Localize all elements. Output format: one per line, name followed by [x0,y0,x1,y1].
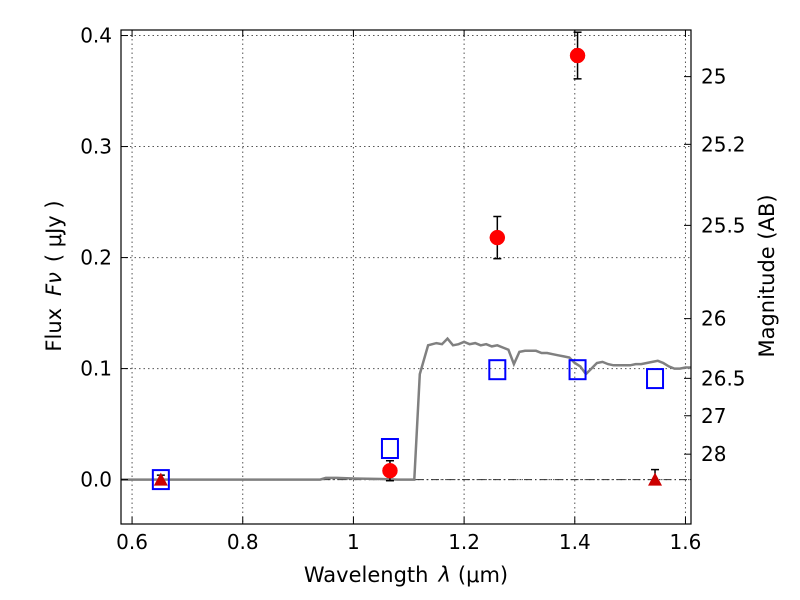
y-tick-label: 0.0 [80,468,112,492]
y-axis-label-prefix: Flux [42,308,66,352]
x-tick-label: 1 [347,530,360,554]
measured-point [382,462,398,479]
upper-limits [153,468,663,486]
right-axis-label: Magnitude (AB) [755,194,779,357]
ticks [121,30,691,524]
plot-frame [120,29,692,525]
template-sed [121,336,691,481]
limit-triangle [648,472,663,486]
template-sed-line [121,336,691,481]
measured-fluxes [382,31,586,482]
y-tick-label: 0.4 [80,24,112,48]
x-tick-label: 1.4 [559,530,591,554]
y-tick-label: 0.2 [80,246,112,270]
model-band-square [380,438,399,460]
model-band-square [151,469,170,491]
tick-labels: 0.6 0.8 1 1.2 1.4 1.6 0.0 0.1 0.2 0.3 0.4 25 25.2 25.… [80,24,745,554]
x-tick-label: 0.8 [227,530,259,554]
model-band-fluxes [151,359,665,491]
y-axis-label-symbol: Fν [42,272,66,296]
measured-point [489,229,506,246]
right-tick-label: 28 [701,442,726,466]
x-axis-label-prefix: Wavelength [304,563,429,587]
y-axis-label: Flux Fν ( μJy ) [42,200,66,351]
right-tick-label: 25 [701,65,726,89]
measured-point [569,47,586,64]
right-tick-label: 27 [701,404,726,428]
right-tick-label: 26.5 [701,366,746,390]
x-tick-label: 1.2 [448,530,480,554]
y-tick-label: 0.3 [80,135,112,159]
right-tick-label: 26 [701,307,726,331]
y-axis-label-units: ( μJy ) [42,200,66,262]
x-axis-label-units: (μm) [458,563,508,587]
model-band-square [568,359,587,381]
right-tick-label: 25.2 [701,132,746,156]
x-tick-label: 0.6 [116,530,148,554]
limit-triangle [153,472,168,486]
y-tick-label: 0.1 [80,357,112,381]
x-axis-label: Wavelength λ (μm) [304,563,508,587]
x-axis-label-symbol: λ [437,563,450,587]
model-band-square [488,359,507,381]
model-band-square [646,368,665,390]
right-tick-label: 25.5 [701,213,746,237]
x-tick-label: 1.6 [670,530,702,554]
